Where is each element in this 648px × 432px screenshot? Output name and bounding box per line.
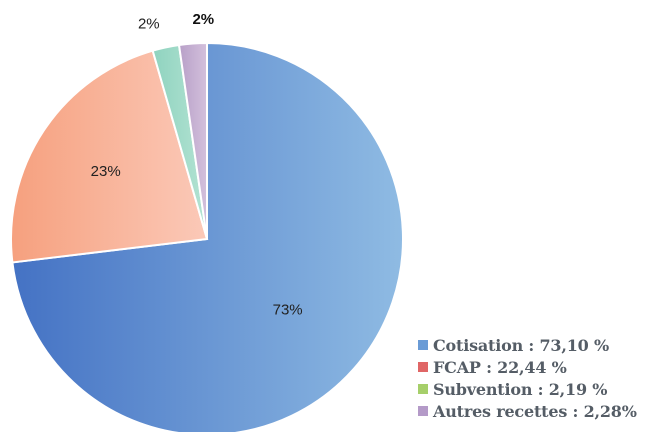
legend-swatch-cotisation <box>418 340 428 350</box>
pie-label-autres-recettes: 2% <box>192 11 214 28</box>
legend-item-cotisation: Cotisation : 73,10 % <box>418 334 637 356</box>
legend-swatch-autres-recettes <box>418 406 428 416</box>
legend-label-autres-recettes: Autres recettes : 2,28% <box>433 401 637 421</box>
pie-slices <box>10 41 404 432</box>
legend-swatch-fcap <box>418 362 428 372</box>
pie-label-fcap: 23% <box>91 163 121 180</box>
pie-labels: 73% 23% 2% 2% <box>91 11 303 318</box>
pie-label-subvention: 2% <box>138 15 160 32</box>
pie-slice-autres-recettes <box>177 41 208 240</box>
legend-item-autres-recettes: Autres recettes : 2,28% <box>418 400 637 422</box>
legend: Cotisation : 73,10 % FCAP : 22,44 % Subv… <box>418 334 637 422</box>
legend-swatch-subvention <box>418 384 428 394</box>
legend-item-subvention: Subvention : 2,19 % <box>418 378 637 400</box>
legend-item-fcap: FCAP : 22,44 % <box>418 356 637 378</box>
legend-label-fcap: FCAP : 22,44 % <box>433 357 567 377</box>
legend-label-subvention: Subvention : 2,19 % <box>433 379 608 399</box>
pie-slice-fcap <box>10 49 209 264</box>
pie-label-cotisation: 73% <box>273 301 303 318</box>
legend-label-cotisation: Cotisation : 73,10 % <box>433 335 609 355</box>
